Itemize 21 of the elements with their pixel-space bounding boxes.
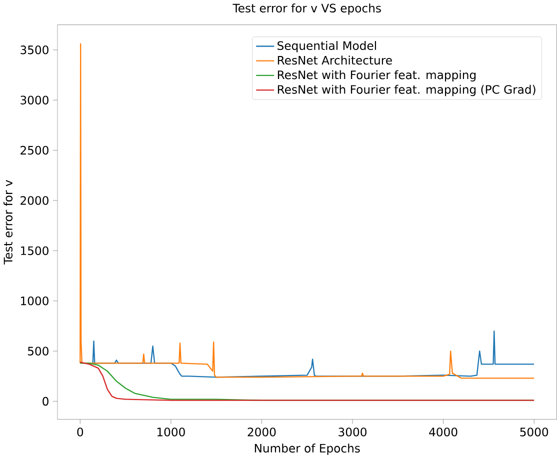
y-tick-label: 2500: [20, 146, 48, 154]
y-tick-label: 0: [42, 396, 48, 406]
legend-label: ResNet with Fourier feat. mapping: [278, 70, 476, 82]
x-axis-title: Number of Epochs: [254, 443, 360, 455]
chart-title: Test error for v VS epochs: [232, 3, 381, 15]
y-tick-label: 3000: [20, 96, 48, 104]
y-tick-label: 1500: [20, 246, 48, 255]
x-tick-label: 0: [77, 427, 84, 436]
x-tick-label: 4000: [429, 427, 458, 436]
legend-label: ResNet with Fourier feat. mapping (PC Grad): [278, 84, 536, 96]
y-tick-label: 500: [28, 346, 48, 356]
x-tick-label: 3000: [338, 427, 366, 436]
x-tick-label: 5000: [520, 427, 548, 436]
y-tick-label: 1000: [20, 296, 48, 306]
y-axis-title: Test error for v: [4, 180, 12, 264]
x-tick-label: 1000: [157, 427, 185, 436]
y-tick-label: 2000: [20, 196, 48, 205]
legend-label: Sequential Model: [278, 40, 376, 52]
x-tick-label: 2000: [248, 427, 276, 436]
y-tick-label: 3500: [20, 45, 48, 54]
legend-label: ResNet Architecture: [278, 55, 392, 64]
